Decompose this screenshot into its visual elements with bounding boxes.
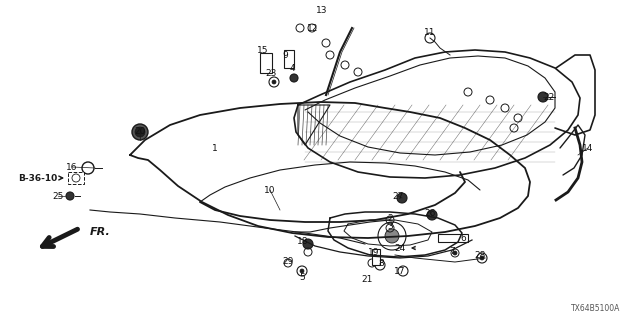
Text: 8: 8: [378, 260, 384, 268]
FancyBboxPatch shape: [438, 234, 468, 242]
Text: 1: 1: [212, 143, 218, 153]
Text: B-36-10: B-36-10: [18, 173, 57, 182]
Text: 11: 11: [424, 28, 436, 36]
Circle shape: [397, 193, 407, 203]
Text: 13: 13: [316, 5, 328, 14]
Text: 2: 2: [387, 213, 393, 222]
FancyBboxPatch shape: [372, 249, 380, 265]
Text: 9: 9: [282, 51, 288, 60]
Text: 17: 17: [394, 267, 406, 276]
Text: 20: 20: [134, 126, 146, 135]
Text: TX64B5100A: TX64B5100A: [571, 304, 620, 313]
Circle shape: [385, 229, 399, 243]
FancyBboxPatch shape: [260, 53, 272, 73]
Text: 23: 23: [266, 68, 276, 77]
Circle shape: [132, 124, 148, 140]
Circle shape: [453, 251, 457, 255]
Text: 4: 4: [289, 63, 295, 73]
Text: 14: 14: [582, 143, 594, 153]
Circle shape: [290, 74, 298, 82]
Text: 27: 27: [392, 191, 404, 201]
Circle shape: [135, 127, 145, 137]
Text: 29: 29: [282, 258, 294, 267]
Text: 6: 6: [460, 234, 466, 243]
Text: 25: 25: [52, 191, 64, 201]
Text: 26: 26: [424, 209, 436, 218]
Text: 28: 28: [474, 251, 486, 260]
Circle shape: [272, 80, 276, 84]
Text: FR.: FR.: [90, 227, 111, 237]
Text: 16: 16: [67, 163, 77, 172]
FancyBboxPatch shape: [68, 172, 84, 184]
Text: 3: 3: [387, 221, 393, 230]
FancyBboxPatch shape: [284, 50, 294, 68]
Text: 15: 15: [257, 45, 269, 54]
Text: 5: 5: [299, 274, 305, 283]
Circle shape: [303, 239, 313, 249]
Text: 12: 12: [307, 23, 319, 33]
Text: 24: 24: [394, 244, 406, 252]
Circle shape: [66, 192, 74, 200]
Text: 22: 22: [543, 92, 555, 101]
Text: 7: 7: [449, 246, 455, 255]
Circle shape: [427, 210, 437, 220]
Circle shape: [538, 92, 548, 102]
Text: 18: 18: [297, 236, 308, 245]
Text: 19: 19: [368, 247, 380, 257]
Circle shape: [300, 269, 304, 273]
Text: 10: 10: [264, 186, 276, 195]
Text: 21: 21: [362, 275, 372, 284]
Circle shape: [480, 256, 484, 260]
